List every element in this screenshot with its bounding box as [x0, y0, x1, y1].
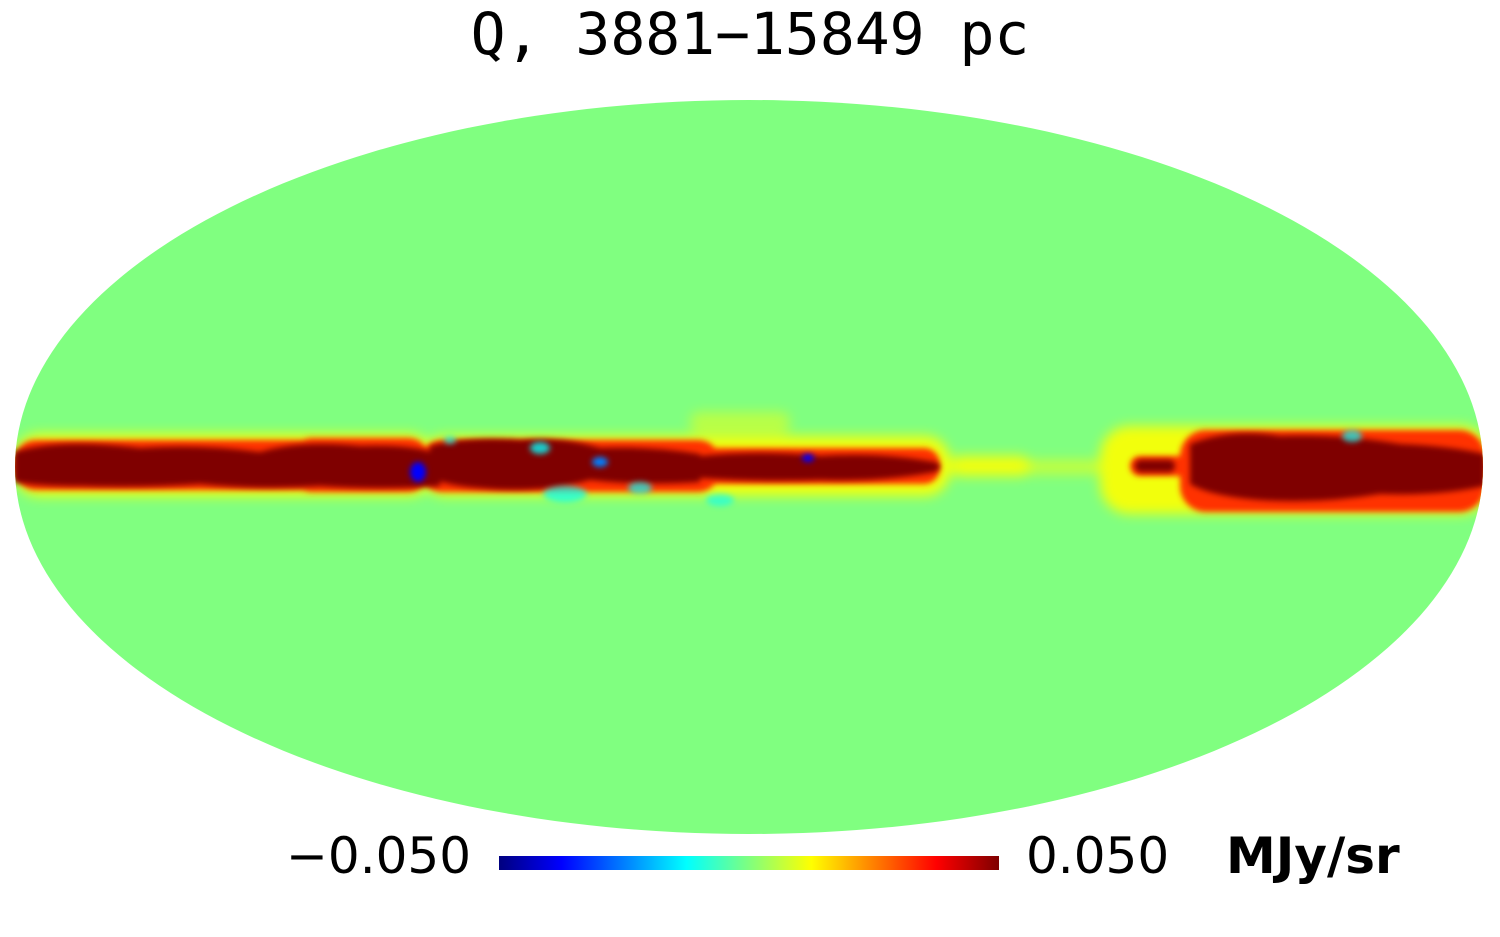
colorbar-max-label: 0.050 — [1026, 827, 1170, 885]
galactic-plane-band — [15, 412, 1483, 514]
colorbar-unit-label: MJy/sr — [1226, 827, 1400, 885]
map-title: Q, 3881−15849 pc — [470, 0, 1030, 68]
colorbar-min-label: −0.050 — [286, 827, 472, 885]
colorbar — [499, 856, 999, 870]
